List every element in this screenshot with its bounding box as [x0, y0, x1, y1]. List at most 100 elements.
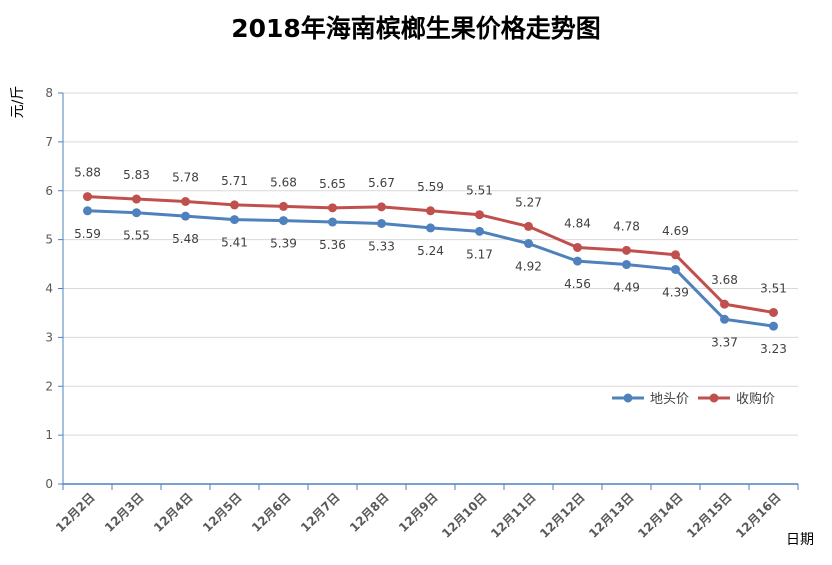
- data-label: 5.51: [466, 184, 493, 198]
- data-point: [279, 216, 288, 226]
- data-label: 5.68: [270, 175, 297, 189]
- x-tick-label: 12月4日: [151, 490, 196, 535]
- data-label: 3.68: [711, 273, 738, 287]
- data-label: 5.24: [417, 244, 444, 258]
- data-label: 5.59: [417, 180, 444, 194]
- data-label: 5.83: [123, 168, 150, 182]
- x-tick-label: 12月7日: [298, 490, 343, 535]
- y-tick-label: 5: [45, 233, 53, 247]
- data-label: 5.36: [319, 238, 346, 252]
- data-label: 4.78: [613, 219, 640, 233]
- x-tick-label: 12月3日: [102, 490, 147, 535]
- data-label: 5.78: [172, 171, 199, 185]
- data-point: [230, 215, 239, 225]
- data-point: [769, 321, 778, 331]
- data-label: 4.39: [662, 285, 689, 299]
- data-label: 4.84: [564, 216, 591, 230]
- data-label: 5.65: [319, 177, 346, 191]
- data-point: [524, 239, 533, 249]
- x-tick-label: 12月5日: [200, 490, 245, 535]
- data-point: [181, 211, 190, 221]
- data-point: [328, 217, 337, 227]
- legend-item-1: 地头价: [612, 392, 689, 407]
- data-label: 5.71: [221, 174, 248, 188]
- x-tick-label: 12月10日: [439, 490, 489, 540]
- data-point: [132, 208, 141, 218]
- data-label: 4.69: [662, 224, 689, 238]
- y-tick-label: 7: [45, 135, 53, 149]
- x-tick-label: 12月2日: [53, 490, 98, 535]
- x-tick-label: 12月11日: [488, 490, 538, 540]
- y-tick-label: 8: [45, 86, 53, 100]
- y-axis-label: 元/斤: [10, 86, 26, 119]
- legend-label: 收购价: [736, 391, 775, 407]
- x-tick-label: 12月14日: [635, 490, 685, 540]
- gridlines: [63, 92, 798, 436]
- data-point: [671, 250, 680, 260]
- data-label: 5.59: [74, 227, 101, 241]
- data-label: 5.48: [172, 232, 199, 246]
- legend-item-2: 收购价: [698, 391, 775, 407]
- data-point: [328, 203, 337, 213]
- data-point: [573, 256, 582, 266]
- legend-marker: [623, 393, 633, 403]
- data-point: [475, 226, 484, 236]
- data-point: [83, 192, 92, 202]
- series-1: 5.59 5.55 5.48 5.41 5.39 5.36 5.33 5.24 5.17 4.92…: [74, 206, 787, 356]
- data-label: 4.92: [515, 260, 542, 274]
- x-tick-label: 12月8日: [347, 490, 392, 535]
- legend-marker: [709, 393, 719, 403]
- data-point: [622, 260, 631, 270]
- data-point: [573, 242, 582, 252]
- data-point: [720, 314, 729, 324]
- data-point: [83, 206, 92, 216]
- series-group: 5.59 5.55 5.48 5.41 5.39 5.36 5.33 5.24 5.17 4.92…: [74, 166, 787, 357]
- data-label: 4.49: [613, 281, 640, 295]
- data-point: [524, 221, 533, 231]
- data-point: [279, 201, 288, 211]
- x-tick-label: 12月16日: [733, 490, 783, 540]
- series-2: 5.88 5.83 5.78 5.71 5.68 5.65 5.67 5.59 5.51 5.27…: [74, 166, 787, 317]
- x-tick-label: 12月12日: [537, 490, 587, 540]
- data-point: [426, 223, 435, 233]
- x-tick-label: 12月13日: [586, 490, 636, 540]
- data-label: 4.56: [564, 277, 591, 291]
- data-label: 3.51: [760, 281, 787, 295]
- x-tick-label: 12月6日: [249, 490, 294, 535]
- data-point: [720, 299, 729, 309]
- chart-title: 2018年海南槟榔生果价格走势图: [231, 14, 601, 43]
- data-label: 5.88: [74, 166, 101, 180]
- data-label: 5.55: [123, 229, 150, 243]
- x-tick-label: 12月15日: [684, 490, 734, 540]
- data-label: 5.27: [515, 195, 542, 209]
- data-label: 5.33: [368, 239, 395, 253]
- data-point: [377, 218, 386, 228]
- data-point: [769, 307, 778, 317]
- data-label: 3.37: [711, 335, 738, 349]
- data-point: [181, 197, 190, 207]
- data-point: [132, 194, 141, 204]
- data-point: [230, 200, 239, 210]
- data-label: 5.67: [368, 176, 395, 190]
- legend: 地头价 收购价: [612, 391, 775, 407]
- y-tick-label: 2: [45, 379, 53, 393]
- y-tick-label: 4: [45, 282, 53, 296]
- legend-label: 地头价: [650, 392, 689, 407]
- y-tick-label: 3: [45, 330, 53, 344]
- x-tick-label: 12月9日: [396, 490, 441, 535]
- data-label: 5.17: [466, 247, 493, 261]
- data-point: [426, 206, 435, 216]
- data-label: 5.39: [270, 237, 297, 251]
- data-point: [622, 245, 631, 255]
- data-label: 3.23: [760, 342, 787, 356]
- y-tick-label: 0: [45, 477, 53, 491]
- data-label: 5.41: [221, 236, 248, 250]
- y-tick-label: 1: [45, 428, 53, 442]
- data-point: [475, 210, 484, 220]
- x-axis-label: 日期: [786, 532, 814, 548]
- y-tick-label: 6: [45, 184, 53, 198]
- data-point: [377, 202, 386, 212]
